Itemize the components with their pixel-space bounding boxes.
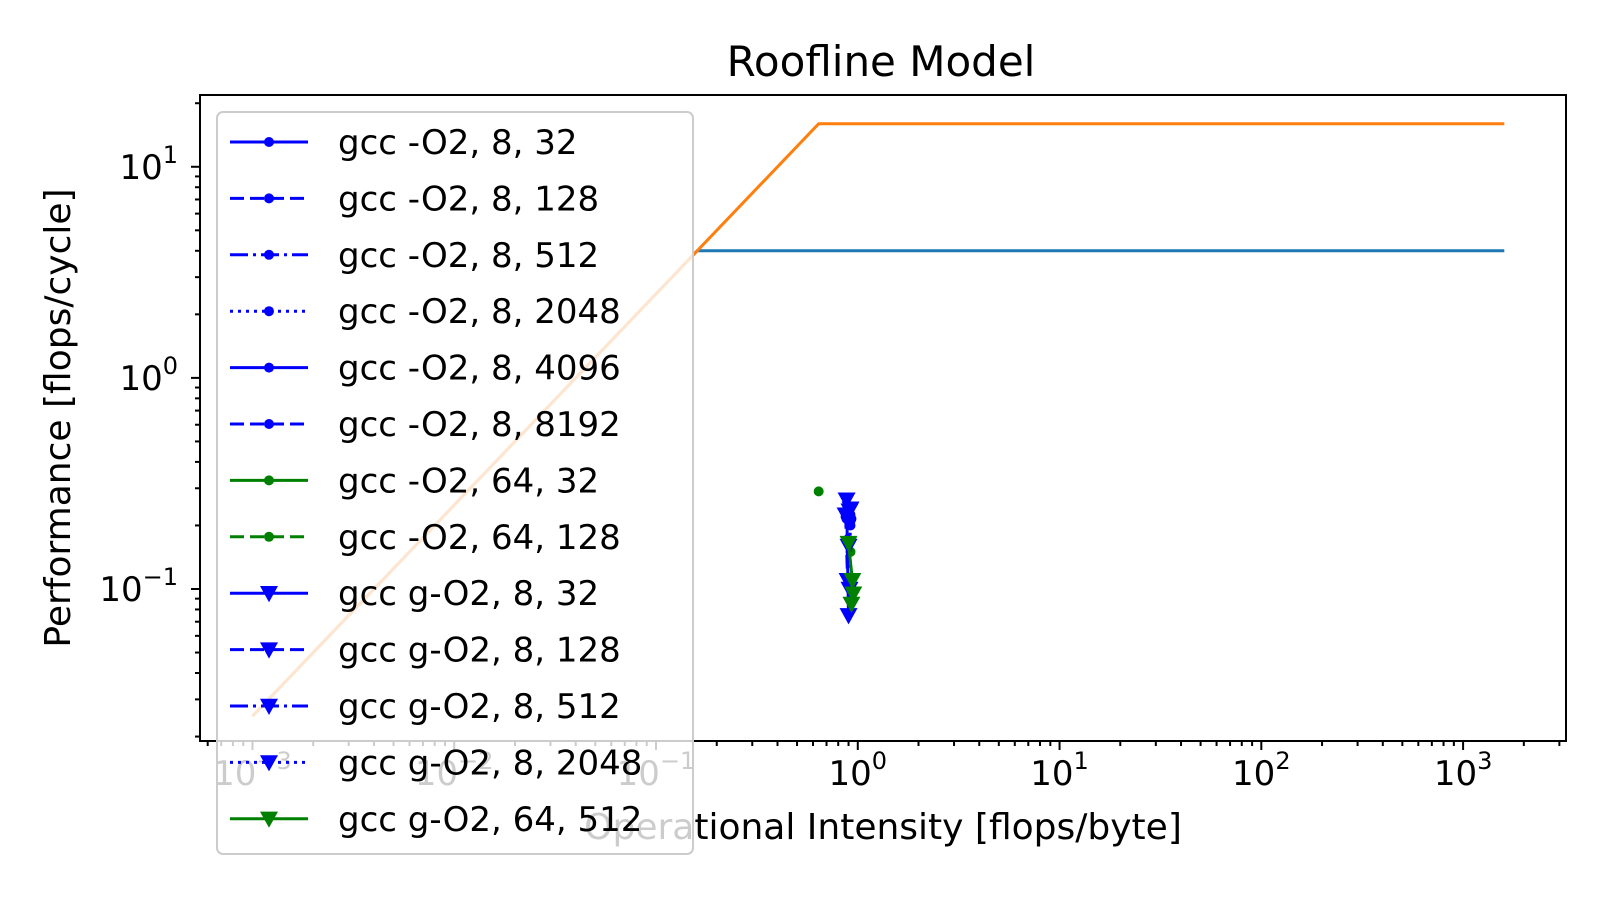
legend-label: gcc -O2, 8, 128 (338, 179, 599, 219)
data-point-marker (844, 586, 863, 603)
legend-label: gcc -O2, 8, 8192 (338, 405, 621, 445)
legend-label: gcc -O2, 8, 32 (338, 123, 578, 163)
data-point-marker (839, 535, 858, 553)
legend-marker (264, 306, 274, 317)
legend-label: gcc -O2, 8, 2048 (338, 292, 621, 332)
x-tick-label: 103 (1434, 747, 1493, 794)
legend-marker (264, 137, 274, 147)
y-axis-label: Performance [flops/cycle] (38, 188, 79, 647)
legend-entry: gcc g-O2, 8, 32 (230, 574, 599, 614)
data-point-marker (843, 573, 862, 590)
y-tick-label: 101 (119, 141, 178, 188)
legend-entry: gcc -O2, 8, 128 (230, 179, 599, 219)
legend-label: gcc -O2, 8, 512 (338, 236, 599, 276)
legend-marker (264, 193, 274, 204)
legend-marker (260, 642, 278, 659)
legend-label: gcc g-O2, 64, 512 (338, 800, 642, 840)
legend-entry: gcc g-O2, 8, 2048 (230, 743, 642, 783)
legend-entry: gcc -O2, 64, 32 (230, 461, 599, 501)
legend-entry: gcc -O2, 8, 8192 (230, 405, 621, 445)
legend-marker (264, 362, 274, 373)
legend-label: gcc g-O2, 8, 2048 (338, 743, 642, 783)
series-7 (813, 486, 824, 497)
legend-marker (264, 419, 274, 429)
chart-title: Roofline Model (727, 37, 1036, 86)
legend-label: gcc -O2, 64, 32 (338, 461, 599, 501)
legend-entry: gcc -O2, 8, 512 (230, 236, 599, 276)
legend-entry: gcc g-O2, 64, 512 (230, 800, 642, 840)
axes-frame (199, 94, 1567, 742)
series-13 (839, 535, 863, 613)
legend-marker (260, 811, 278, 828)
legend-label: gcc -O2, 64, 128 (338, 518, 621, 558)
data-point-marker (841, 501, 860, 518)
x-tick-label: 101 (1030, 747, 1089, 794)
legend-entry: gcc -O2, 64, 128 (230, 518, 621, 558)
legend-label: gcc -O2, 8, 4096 (338, 349, 621, 389)
legend-marker (264, 531, 274, 542)
x-tick-label: 102 (1232, 747, 1291, 794)
legend-entry: gcc g-O2, 8, 512 (230, 687, 621, 727)
legend-label: gcc g-O2, 8, 32 (338, 574, 599, 614)
y-tick-label: 10−1 (99, 563, 178, 610)
data-point-marker (813, 486, 824, 497)
y-tick-label: 100 (119, 352, 178, 399)
legend-entry: gcc -O2, 8, 2048 (230, 292, 621, 332)
legend-marker (260, 755, 278, 772)
legend-marker (260, 698, 278, 715)
legend-entry: gcc g-O2, 8, 128 (230, 631, 621, 671)
legend: gcc -O2, 8, 32 gcc -O2, 8, 128 gcc -O2, 8,… (216, 111, 694, 855)
legend-marker (264, 475, 274, 486)
legend-marker (264, 249, 274, 260)
legend-marker (260, 586, 278, 603)
legend-entry: gcc -O2, 8, 32 (230, 123, 578, 163)
data-point-marker (839, 608, 858, 625)
data-point-marker (837, 492, 856, 509)
legend-label: gcc g-O2, 8, 512 (338, 687, 621, 727)
legend-frame (216, 111, 694, 855)
data-point-marker (842, 596, 861, 613)
legend-label: gcc g-O2, 8, 128 (338, 631, 621, 671)
x-tick-label: 100 (829, 747, 888, 794)
legend-entry: gcc -O2, 8, 4096 (230, 349, 621, 389)
